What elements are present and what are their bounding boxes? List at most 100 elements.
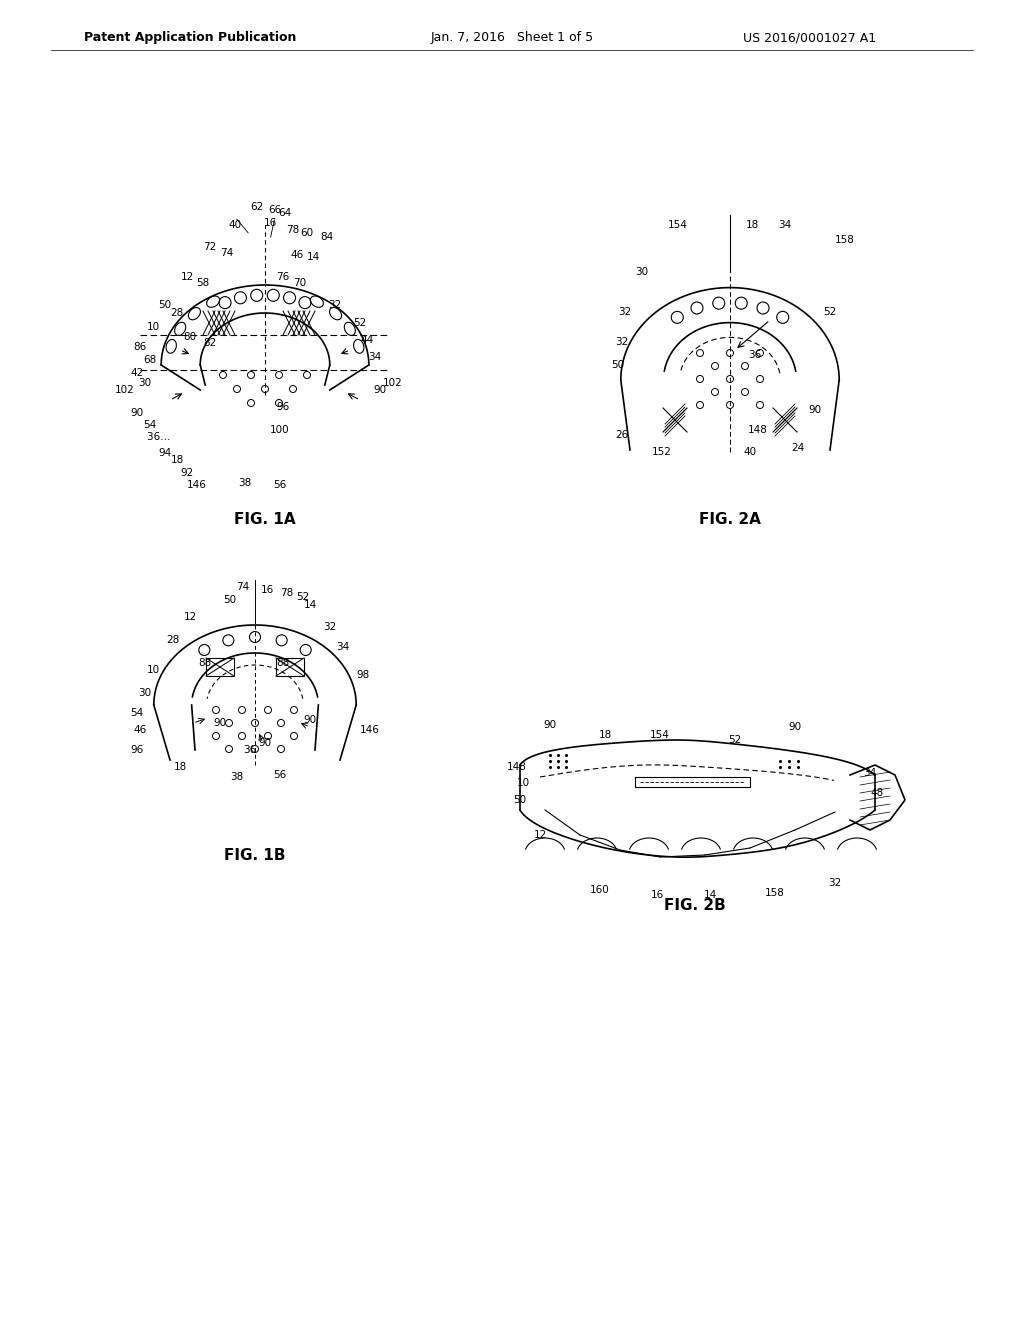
Text: 26: 26 <box>615 430 629 440</box>
Text: 92: 92 <box>180 469 194 478</box>
Text: 58: 58 <box>197 279 210 288</box>
Text: 42: 42 <box>130 368 143 378</box>
Text: 90: 90 <box>544 719 557 730</box>
Text: 34: 34 <box>369 352 382 362</box>
Text: 88: 88 <box>199 657 212 668</box>
Text: 14: 14 <box>306 252 319 261</box>
Text: 146: 146 <box>360 725 380 735</box>
Text: 34: 34 <box>778 220 792 230</box>
Text: US 2016/0001027 A1: US 2016/0001027 A1 <box>743 32 877 45</box>
Text: 52: 52 <box>728 735 741 744</box>
Text: 96: 96 <box>276 403 290 412</box>
Text: 50: 50 <box>159 300 172 310</box>
Text: 14: 14 <box>703 890 717 900</box>
Text: 96: 96 <box>130 744 143 755</box>
Text: 70: 70 <box>294 279 306 288</box>
Text: 28: 28 <box>166 635 179 645</box>
Text: 16: 16 <box>260 585 273 595</box>
Text: 52: 52 <box>353 318 367 327</box>
Text: 50: 50 <box>223 595 237 605</box>
Text: 10: 10 <box>516 777 529 788</box>
Text: 68: 68 <box>143 355 157 366</box>
Text: 62: 62 <box>251 202 263 213</box>
Text: 94: 94 <box>159 447 172 458</box>
Text: 40: 40 <box>743 447 757 457</box>
Text: Jan. 7, 2016   Sheet 1 of 5: Jan. 7, 2016 Sheet 1 of 5 <box>430 32 594 45</box>
Text: 10: 10 <box>146 665 160 675</box>
Text: 34: 34 <box>863 768 877 777</box>
Text: 160: 160 <box>590 884 610 895</box>
Text: 32: 32 <box>324 622 337 632</box>
Text: FIG. 1A: FIG. 1A <box>234 512 296 528</box>
Text: 158: 158 <box>835 235 855 246</box>
Text: 148: 148 <box>749 425 768 436</box>
Text: 54: 54 <box>130 708 143 718</box>
Text: 34: 34 <box>336 642 349 652</box>
Text: 86: 86 <box>133 342 146 352</box>
Text: 100: 100 <box>270 425 290 436</box>
Text: 90: 90 <box>303 715 316 725</box>
Text: 154: 154 <box>668 220 688 230</box>
Text: 12: 12 <box>183 612 197 622</box>
Text: 76: 76 <box>276 272 290 282</box>
Text: 56: 56 <box>273 770 287 780</box>
Text: 46: 46 <box>133 725 146 735</box>
Text: 84: 84 <box>321 232 334 242</box>
Text: 32: 32 <box>828 878 842 888</box>
Text: 90: 90 <box>374 385 387 395</box>
Text: 14: 14 <box>303 601 316 610</box>
Text: 74: 74 <box>237 582 250 591</box>
Text: 88: 88 <box>276 657 290 668</box>
Text: 44: 44 <box>360 335 374 345</box>
Text: 90: 90 <box>788 722 802 733</box>
Text: 30: 30 <box>636 267 648 277</box>
Text: 52: 52 <box>296 591 309 602</box>
Text: 102: 102 <box>383 378 402 388</box>
Text: 18: 18 <box>170 455 183 465</box>
Text: 32: 32 <box>329 300 342 310</box>
Text: 66: 66 <box>268 205 282 215</box>
Text: 12: 12 <box>534 830 547 840</box>
Text: 72: 72 <box>204 242 217 252</box>
Text: 18: 18 <box>173 762 186 772</box>
Text: 152: 152 <box>652 447 672 457</box>
Text: 30: 30 <box>138 378 152 388</box>
Text: 154: 154 <box>650 730 670 741</box>
Text: 52: 52 <box>823 308 837 317</box>
Text: 36: 36 <box>244 744 257 755</box>
Text: 30: 30 <box>138 688 152 698</box>
Text: FIG. 2B: FIG. 2B <box>665 898 726 912</box>
Text: 36...: 36... <box>146 432 173 442</box>
Text: Patent Application Publication: Patent Application Publication <box>84 32 296 45</box>
Text: 16: 16 <box>650 890 664 900</box>
Text: 32: 32 <box>618 308 632 317</box>
Text: 54: 54 <box>143 420 157 430</box>
Text: 158: 158 <box>765 888 785 898</box>
Text: 78: 78 <box>281 587 294 598</box>
Text: 90: 90 <box>808 405 821 414</box>
Text: 50: 50 <box>611 360 625 370</box>
Text: 38: 38 <box>230 772 244 781</box>
Text: 32: 32 <box>615 337 629 347</box>
Text: 82: 82 <box>204 338 217 348</box>
Text: 56: 56 <box>273 480 287 490</box>
Text: 50: 50 <box>513 795 526 805</box>
Text: 78: 78 <box>287 224 300 235</box>
Text: 40: 40 <box>228 220 242 230</box>
Text: 18: 18 <box>598 730 611 741</box>
Text: 48: 48 <box>870 788 884 799</box>
Text: 98: 98 <box>356 671 370 680</box>
Text: 38: 38 <box>239 478 252 488</box>
Text: 28: 28 <box>170 308 183 318</box>
Text: 46: 46 <box>291 249 304 260</box>
Text: 146: 146 <box>187 480 207 490</box>
Text: 10: 10 <box>146 322 160 333</box>
Text: 16: 16 <box>263 218 276 228</box>
Text: 90: 90 <box>130 408 143 418</box>
Text: 102: 102 <box>115 385 135 395</box>
Text: 80: 80 <box>183 333 197 342</box>
Text: 12: 12 <box>180 272 194 282</box>
Text: 64: 64 <box>279 209 292 218</box>
Text: 148: 148 <box>507 762 527 772</box>
Text: 90: 90 <box>213 718 226 729</box>
